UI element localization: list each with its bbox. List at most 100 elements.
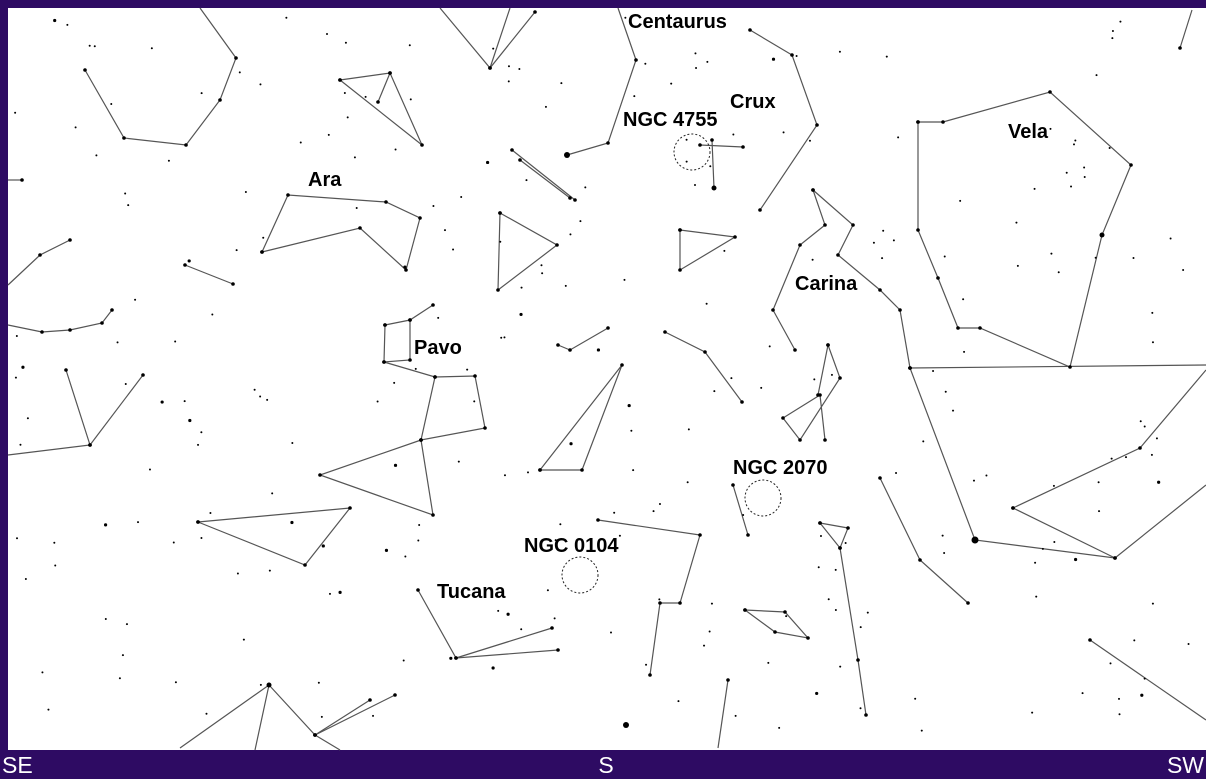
star	[348, 506, 352, 510]
star	[897, 136, 900, 139]
star	[892, 239, 895, 242]
dso-label: NGC 2070	[733, 457, 828, 479]
star	[1151, 311, 1154, 314]
star	[856, 658, 860, 662]
star	[1011, 506, 1015, 510]
star	[419, 438, 423, 442]
star	[711, 185, 717, 191]
star	[623, 278, 626, 281]
star	[244, 190, 247, 193]
star	[408, 358, 412, 362]
star	[726, 678, 730, 682]
constellation-line	[314, 734, 341, 751]
star	[110, 103, 113, 106]
star	[1119, 20, 1122, 23]
star	[808, 139, 811, 142]
star	[698, 143, 702, 147]
star	[782, 131, 785, 134]
star	[1151, 602, 1154, 605]
star	[420, 143, 424, 147]
star	[404, 555, 407, 558]
star	[520, 286, 523, 289]
star	[941, 120, 945, 124]
star	[454, 656, 458, 660]
star	[457, 460, 460, 463]
star	[541, 272, 544, 275]
star	[1095, 74, 1098, 77]
star	[526, 471, 529, 474]
star	[122, 136, 126, 140]
star	[778, 726, 781, 729]
star	[74, 126, 77, 129]
star	[318, 473, 322, 477]
star	[533, 10, 537, 14]
star	[839, 665, 842, 668]
star	[936, 276, 940, 280]
star	[746, 533, 750, 537]
star	[740, 400, 744, 404]
star	[943, 255, 946, 258]
star	[624, 16, 627, 19]
star	[694, 52, 697, 55]
star	[730, 377, 733, 380]
star	[908, 366, 912, 370]
star	[568, 348, 572, 352]
star	[811, 258, 814, 261]
star	[328, 592, 331, 595]
star	[685, 160, 688, 163]
constellation-line	[519, 159, 571, 199]
star	[678, 601, 682, 605]
star	[859, 707, 862, 710]
star	[291, 442, 294, 445]
star	[1132, 256, 1135, 259]
star	[658, 598, 661, 601]
constellation-line	[566, 7, 637, 156]
star	[898, 308, 902, 312]
direction-label: SW	[1167, 752, 1204, 778]
star	[959, 199, 962, 202]
star	[1034, 561, 1037, 564]
star	[866, 611, 869, 614]
star	[1157, 480, 1161, 484]
star	[174, 340, 177, 343]
star	[21, 365, 25, 369]
star	[1068, 365, 1072, 369]
star	[384, 548, 389, 552]
constellation-label: Ara	[308, 169, 342, 191]
constellation-line	[383, 320, 411, 363]
constellation-label: Centaurus	[628, 11, 727, 33]
star	[1138, 446, 1142, 450]
star	[1088, 638, 1092, 642]
star	[830, 373, 833, 376]
star	[235, 249, 238, 252]
star	[1118, 697, 1121, 700]
star	[383, 323, 387, 327]
star	[1150, 453, 1153, 456]
star	[985, 474, 988, 477]
star	[798, 438, 802, 442]
star	[408, 44, 411, 47]
star	[266, 398, 269, 401]
star	[705, 302, 708, 305]
star	[708, 630, 711, 633]
star	[497, 609, 500, 612]
star	[844, 542, 847, 545]
star	[174, 681, 177, 684]
star	[1015, 221, 1018, 224]
star	[1169, 237, 1172, 240]
star	[402, 659, 405, 662]
star	[259, 83, 262, 86]
star	[798, 243, 802, 247]
star	[606, 326, 610, 330]
star	[1109, 662, 1112, 665]
star	[416, 588, 420, 592]
star	[1070, 185, 1073, 188]
star	[68, 238, 72, 242]
constellation-line	[339, 72, 423, 146]
star	[520, 628, 523, 631]
star	[393, 463, 398, 467]
constellation-label: Vela	[1008, 121, 1049, 143]
star	[268, 569, 271, 572]
constellation-line	[812, 189, 911, 369]
star	[596, 518, 600, 522]
